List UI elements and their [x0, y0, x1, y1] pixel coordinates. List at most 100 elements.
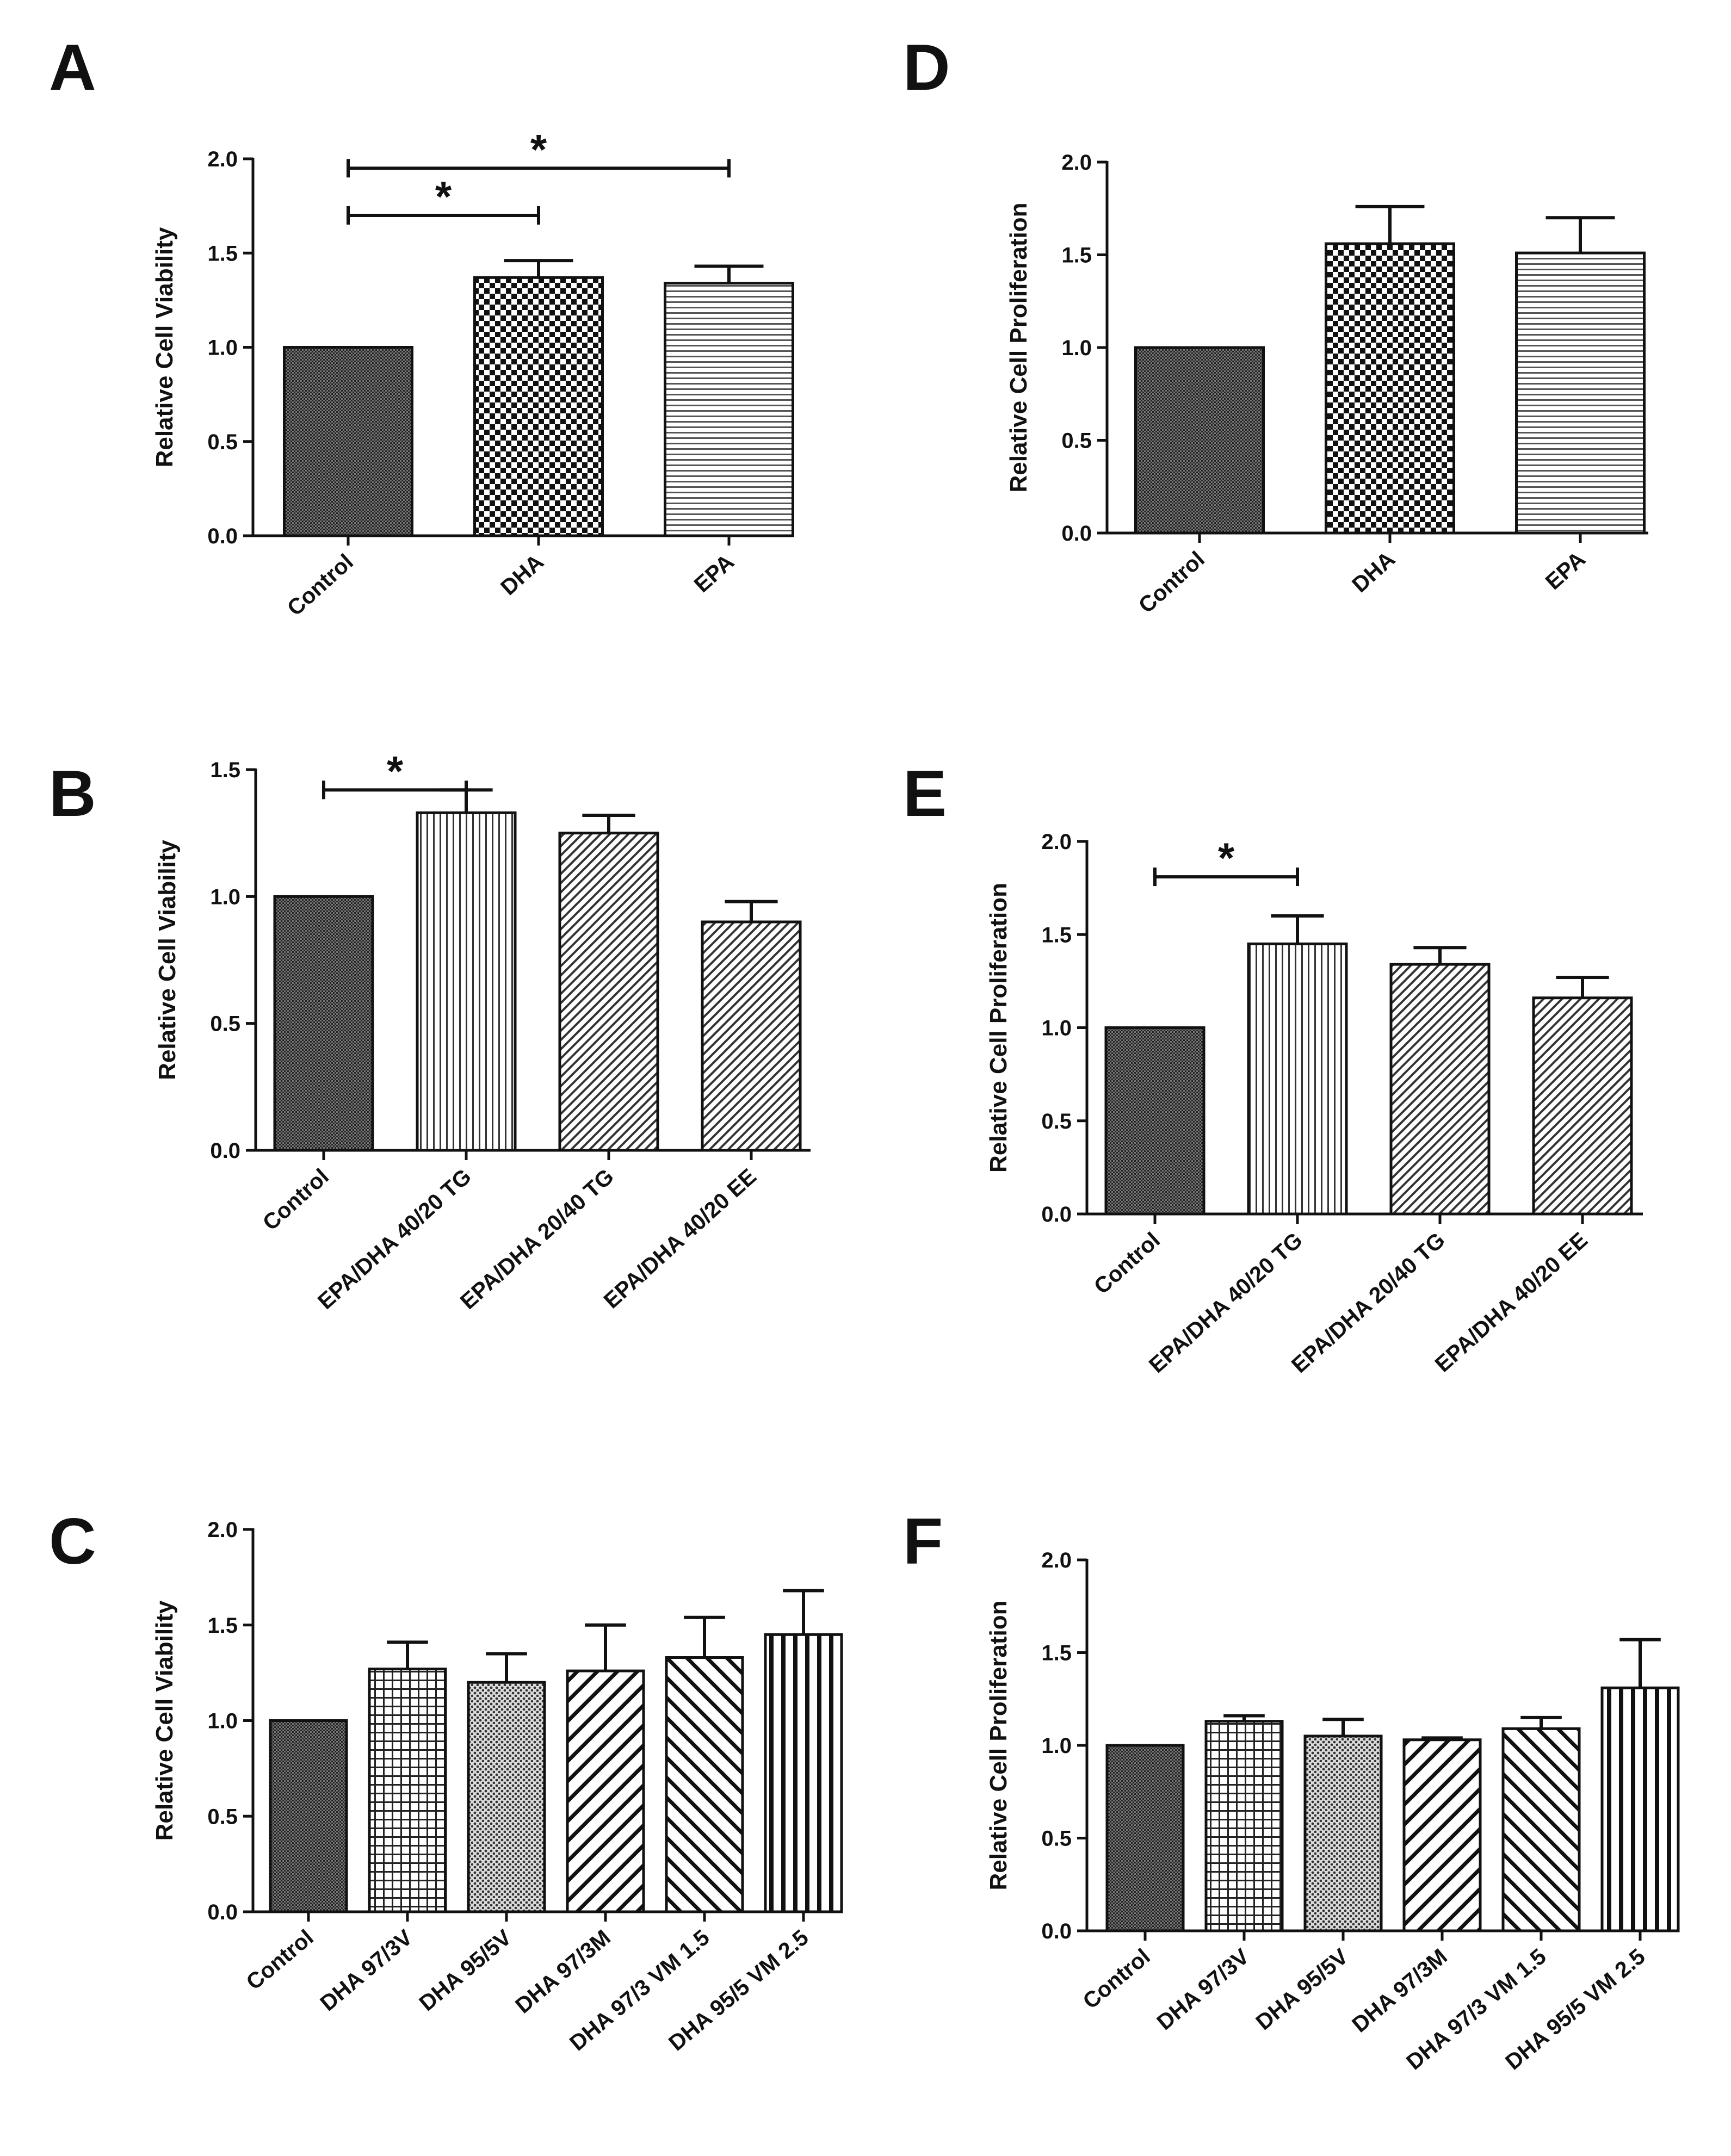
panel-a-significance-star: * [435, 172, 452, 220]
panel-a-x-tick-label: DHA [496, 549, 548, 600]
panel-b-y-tick-label: 0.0 [210, 1139, 240, 1163]
panel-c-bar [368, 1668, 447, 1913]
panel-f-y-tick-label: 1.0 [1041, 1734, 1072, 1758]
panel-f-y-tick-label: 1.5 [1041, 1641, 1072, 1665]
panel-e-bar [1532, 996, 1633, 1216]
panel-letter-e: E [903, 757, 947, 830]
panel-a-bar [473, 276, 604, 537]
panel-letter-b: B [49, 757, 96, 830]
panel-e-y-tick-label: 0.0 [1041, 1203, 1072, 1226]
panel-f-bar [1501, 1727, 1581, 1932]
panel-a-chart: 0.0 0.5 1.0 1.5 2.0 Relative Cell Viability Co… [151, 125, 794, 621]
panel-e-y-axis-title: Relative Cell Proliferation [985, 883, 1012, 1173]
panel-b-y-tick-label: 0.5 [210, 1012, 240, 1036]
panel-f-x-tick-label: DHA 97/3M [1347, 1944, 1451, 2037]
panel-a-bar [664, 282, 794, 537]
panel-d-bar [1515, 251, 1646, 535]
panel-d-bar [1134, 346, 1265, 535]
panel-f-chart: 0.0 0.5 1.0 1.5 2.0 Relative Cell Proliferati… [985, 1548, 1680, 2074]
panel-d-chart: 0.0 0.5 1.0 1.5 2.0 Relative Cell Proliferati… [1005, 151, 1648, 618]
panel-b-bar [558, 832, 659, 1152]
panel-f-bar [1303, 1734, 1383, 1932]
panel-c-bar [764, 1633, 843, 1913]
panel-e-bar [1104, 1026, 1205, 1216]
panel-e-y-tick-label: 1.5 [1041, 923, 1072, 947]
panel-b-x-tick-label: Control [258, 1164, 333, 1236]
panel-e-y-tick-label: 1.0 [1041, 1017, 1072, 1040]
panel-e-x-tick-label: Control [1089, 1228, 1165, 1299]
panel-c-bar [269, 1719, 348, 1913]
panel-f-bar [1105, 1744, 1185, 1932]
panel-c-y-tick-label: 2.0 [207, 1518, 238, 1542]
panel-c-y-axis-title: Relative Cell Viability [151, 1600, 178, 1841]
panel-b-significance-star: * [387, 747, 404, 795]
panel-f-y-tick-label: 0.5 [1041, 1827, 1072, 1851]
panel-f-x-tick-label: Control [1078, 1944, 1155, 2014]
panel-d-x-tick-label: DHA [1347, 547, 1400, 598]
panel-c-y-tick-label: 0.0 [207, 1900, 238, 1924]
panel-d-x-tick-label: Control [1134, 547, 1209, 618]
panel-c-x-tick-label: DHA 97/3V [316, 1924, 418, 2016]
panel-f-y-axis-title: Relative Cell Proliferation [985, 1600, 1012, 1890]
panel-a-y-tick-label: 1.5 [207, 241, 238, 265]
panel-b-bar [416, 811, 517, 1152]
panel-c-bar [467, 1681, 546, 1913]
panel-letter-d: D [903, 31, 950, 104]
panel-a-y-axis-title: Relative Cell Viability [151, 227, 178, 467]
panel-e-bar [1247, 942, 1348, 1216]
panel-e-y-tick-label: 2.0 [1041, 830, 1072, 854]
panel-b-y-tick-label: 1.5 [210, 758, 240, 782]
panel-e-x-tick-label: EPA/DHA 40/20 EE [1430, 1228, 1592, 1377]
panel-e-x-tick-label: EPA/DHA 20/40 TG [1287, 1228, 1450, 1378]
panel-c-y-tick-label: 1.5 [207, 1614, 238, 1638]
panel-d-y-axis-title: Relative Cell Proliferation [1005, 202, 1032, 492]
panel-b-x-tick-label: EPA/DHA 40/20 TG [313, 1164, 476, 1315]
panel-c-x-tick-label: DHA 95/5V [415, 1924, 517, 2016]
panel-a-y-tick-label: 1.0 [207, 336, 238, 360]
panel-f-bar [1402, 1738, 1482, 1932]
panel-c-x-tick-label: DHA 97/3M [510, 1925, 615, 2018]
panel-e-y-tick-label: 0.5 [1041, 1110, 1072, 1133]
panel-d-x-tick-label: EPA [1541, 547, 1590, 595]
panel-c-y-tick-label: 0.5 [207, 1805, 238, 1829]
panel-letter-a: A [49, 31, 96, 104]
panel-b-bar [273, 895, 374, 1152]
panel-c-y-tick-label: 1.0 [207, 1709, 238, 1733]
panel-b-bar [701, 920, 802, 1152]
panel-e-bar [1389, 963, 1491, 1216]
panel-b-chart: 0.0 0.5 1.0 1.5 Relative Cell Viability Contr… [154, 747, 811, 1314]
panel-f-bar [1204, 1720, 1284, 1932]
panel-d-bar [1325, 242, 1455, 535]
panel-d-y-tick-label: 2.0 [1061, 151, 1092, 175]
panel-letter-f: F [903, 1505, 943, 1578]
panel-e-chart: 0.0 0.5 1.0 1.5 2.0 Relative Cell Proliferati… [985, 830, 1643, 1378]
panel-b-x-tick-label: EPA/DHA 20/40 TG [455, 1164, 619, 1315]
panel-d-y-tick-label: 1.0 [1061, 336, 1092, 360]
panel-f-x-tick-label: DHA 95/5V [1251, 1943, 1353, 2035]
panel-d-y-tick-label: 0.0 [1061, 522, 1092, 546]
panel-d-y-tick-label: 0.5 [1061, 429, 1092, 453]
panel-e-x-tick-label: EPA/DHA 40/20 TG [1144, 1228, 1307, 1378]
panel-f-bar [1600, 1686, 1680, 1932]
panel-e-significance-star: * [1218, 834, 1235, 882]
panel-letter-c: C [49, 1505, 96, 1578]
panel-c-x-tick-label: Control [242, 1925, 318, 1995]
panel-c-bar [566, 1669, 645, 1913]
panel-b-y-tick-label: 1.0 [210, 885, 240, 909]
panel-a-y-tick-label: 0.0 [207, 524, 238, 548]
panel-a-y-tick-label: 0.5 [207, 430, 238, 454]
panel-a-bar [283, 346, 413, 537]
panel-a-x-tick-label: Control [282, 549, 358, 621]
panel-a-significance-star: * [530, 125, 547, 173]
panel-c-bar [665, 1656, 744, 1913]
panel-d-y-tick-label: 1.5 [1061, 244, 1092, 268]
panel-a-y-tick-label: 2.0 [207, 147, 238, 171]
panel-b-x-tick-label: EPA/DHA 40/20 EE [599, 1164, 761, 1314]
panel-f-y-tick-label: 0.0 [1041, 1919, 1072, 1943]
panel-f-y-tick-label: 2.0 [1041, 1548, 1072, 1572]
panel-a-x-tick-label: EPA [689, 549, 739, 598]
panel-f-x-tick-label: DHA 97/3V [1152, 1943, 1254, 2035]
panel-c-chart: 0.0 0.5 1.0 1.5 2.0 Relative Cell Viability Co… [151, 1518, 843, 2055]
panel-b-y-axis-title: Relative Cell Viability [154, 840, 181, 1080]
